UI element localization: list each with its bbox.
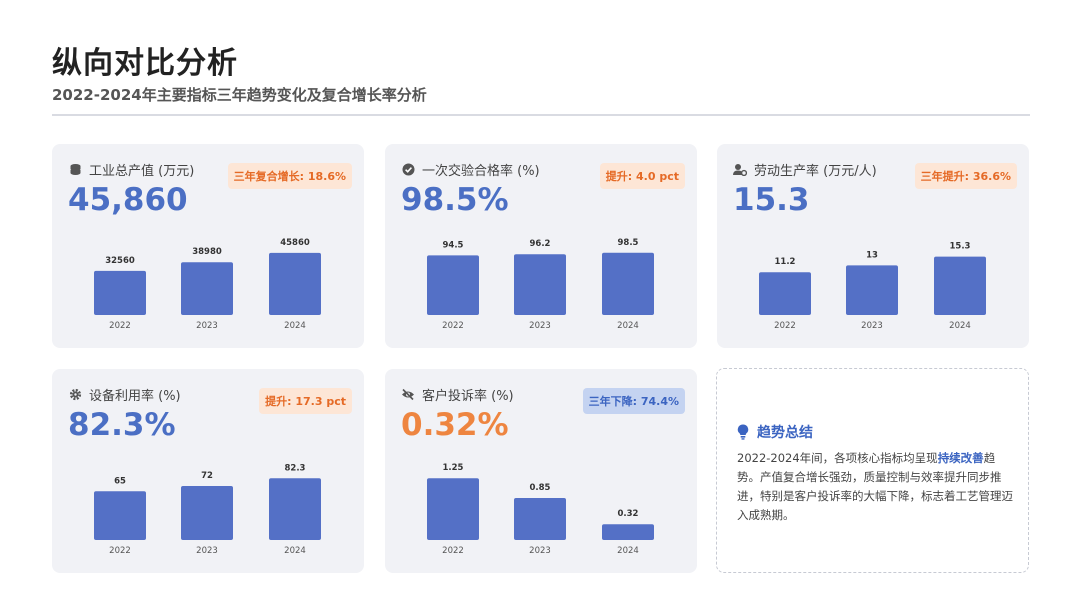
kpi-card-utilization: 设备利用率 (%) 提升: 17.3 pct 82.3% 65 2022 72 202…: [52, 369, 364, 573]
eye-slash-icon: [401, 388, 415, 402]
bar-2022: [94, 491, 146, 540]
x-tick-label-2024: 2024: [284, 546, 306, 556]
summary-title: 趋势总结: [757, 425, 813, 441]
summary-text: 2022-2024年间，各项核心指标均呈现持续改善趋势。产值复合增长强劲，质量控…: [737, 449, 1013, 525]
summary-text-rest: 趋势。产值复合增长强劲，质量控制与效率提升同步推进，特别是客户投诉率的大幅下降，…: [737, 451, 1013, 522]
data-label-2023: 13: [866, 250, 878, 260]
kpi-value: 0.32%: [401, 407, 509, 443]
card-header: 设备利用率 (%): [68, 385, 181, 404]
kpi-card-output: 工业总产值 (万元) 三年复合增长: 18.6% 45,860 32560 202…: [52, 144, 364, 348]
x-tick-label-2023: 2023: [196, 321, 218, 331]
kpi-card-productivity: 劳动生产率 (万元/人) 三年提升: 36.6% 15.3 11.2 2022 13…: [717, 144, 1029, 348]
trend-summary-panel: 趋势总结 2022-2024年间，各项核心指标均呈现持续改善趋势。产值复合增长强…: [716, 368, 1029, 573]
bar-2024: [269, 252, 321, 315]
x-tick-label-2023: 2023: [196, 546, 218, 556]
summary-header: 趋势总结: [737, 422, 813, 442]
bar-2023: [181, 262, 233, 315]
data-label-2023: 96.2: [530, 239, 551, 249]
bar-chart-utilization: 65 2022 72 2023 82.3 2024: [94, 463, 321, 556]
bar-2023: [514, 498, 566, 540]
data-label-2024: 82.3: [285, 463, 306, 473]
data-label-2022: 65: [114, 476, 126, 486]
bar-2024: [602, 524, 654, 540]
bar-chart-pass-rate: 94.5 2022 96.2 2023 98.5 2024: [427, 238, 654, 331]
x-tick-label-2022: 2022: [109, 321, 131, 331]
data-label-2024: 45860: [280, 238, 310, 248]
x-tick-label-2024: 2024: [617, 321, 639, 331]
data-label-2023: 72: [201, 471, 213, 481]
growth-badge: 提升: 4.0 pct: [599, 163, 685, 189]
x-tick-label-2022: 2022: [442, 546, 464, 556]
data-label-2022: 94.5: [443, 240, 464, 250]
data-label-2022: 11.2: [775, 257, 796, 267]
x-tick-label-2023: 2023: [529, 546, 551, 556]
card-header: 工业总产值 (万元): [68, 160, 194, 179]
bar-2022: [427, 255, 479, 315]
bar-chart-output: 32560 2022 38980 2023 45860 2024: [94, 238, 321, 331]
coins-icon: [68, 163, 82, 177]
card-label: 劳动生产率 (万元/人): [754, 164, 877, 179]
bar-2024: [602, 252, 654, 315]
growth-badge: 提升: 17.3 pct: [259, 388, 352, 414]
bar-chart-complaints: 1.25 2022 0.85 2023 0.32 2024: [427, 463, 654, 556]
kpi-value: 45,860: [68, 182, 188, 218]
card-header: 客户投诉率 (%): [401, 385, 514, 404]
data-label-2024: 98.5: [618, 238, 639, 248]
card-header: 劳动生产率 (万元/人): [733, 160, 877, 179]
card-label: 一次交验合格率 (%): [422, 164, 540, 179]
data-label-2022: 32560: [105, 256, 135, 266]
bar-2023: [846, 265, 898, 315]
decline-badge: 三年下降: 74.4%: [582, 388, 685, 414]
kpi-value: 98.5%: [401, 182, 509, 218]
data-label-2024: 15.3: [950, 242, 971, 252]
growth-badge: 三年提升: 36.6%: [914, 163, 1017, 189]
data-label-2022: 1.25: [443, 463, 464, 473]
x-tick-label-2022: 2022: [774, 321, 796, 331]
data-label-2023: 0.85: [530, 483, 551, 493]
kpi-card-complaints: 客户投诉率 (%) 三年下降: 74.4% 0.32% 1.25 2022 0.85…: [385, 369, 697, 573]
lightbulb-icon: [737, 424, 749, 440]
bar-2022: [427, 478, 479, 540]
check-circle-icon: [401, 163, 415, 177]
summary-text-lead: 2022-2024年间，各项核心指标均呈现: [737, 451, 938, 465]
bar-2024: [934, 256, 986, 315]
x-tick-label-2022: 2022: [109, 546, 131, 556]
x-tick-label-2024: 2024: [617, 546, 639, 556]
bar-2024: [269, 478, 321, 540]
page-title: 纵向对比分析: [52, 46, 238, 81]
kpi-value: 82.3%: [68, 407, 176, 443]
kpi-card-pass-rate: 一次交验合格率 (%) 提升: 4.0 pct 98.5% 94.5 2022 96…: [385, 144, 697, 348]
bar-2023: [181, 486, 233, 540]
card-label: 设备利用率 (%): [89, 389, 181, 404]
bar-2022: [94, 270, 146, 315]
gear-icon: [68, 388, 82, 402]
page-subtitle: 2022-2024年主要指标三年趋势变化及复合增长率分析: [52, 86, 427, 104]
x-tick-label-2022: 2022: [442, 321, 464, 331]
kpi-value: 15.3: [733, 182, 810, 218]
card-header: 一次交验合格率 (%): [401, 160, 540, 179]
card-label: 客户投诉率 (%): [422, 389, 514, 404]
card-label: 工业总产值 (万元): [89, 164, 195, 179]
header-divider: [52, 114, 1030, 116]
bar-2023: [514, 254, 566, 315]
x-tick-label-2024: 2024: [949, 321, 971, 331]
bar-chart-productivity: 11.2 2022 13 2023 15.3 2024: [759, 242, 986, 331]
x-tick-label-2023: 2023: [529, 321, 551, 331]
bar-2022: [759, 272, 811, 315]
x-tick-label-2023: 2023: [861, 321, 883, 331]
growth-badge: 三年复合增长: 18.6%: [227, 163, 352, 189]
data-label-2023: 38980: [192, 247, 222, 257]
user-gear-icon: [733, 163, 747, 177]
data-label-2024: 0.32: [618, 509, 639, 519]
x-tick-label-2024: 2024: [284, 321, 306, 331]
summary-highlight: 持续改善: [937, 451, 984, 465]
